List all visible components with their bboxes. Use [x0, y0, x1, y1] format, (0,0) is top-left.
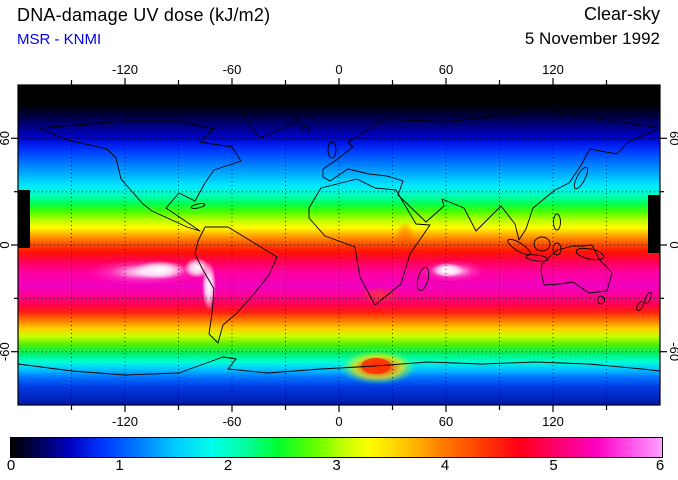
colorbar-tick-label: 0: [6, 457, 16, 474]
australia-outline: [540, 244, 613, 294]
south-africa-maximum: [358, 286, 402, 304]
colorbar-tick-label: 5: [549, 457, 558, 474]
x-tick-label-bottom: -120: [112, 414, 138, 429]
x-tick-label-bottom: 0: [335, 414, 342, 429]
colorbar-tick-label: 1: [115, 457, 124, 474]
north-america-outline: [38, 120, 242, 232]
y-tick-label-left: 0: [0, 241, 12, 248]
x-tick-label-top: 60: [439, 62, 453, 77]
colorbar-tick-label: 2: [223, 457, 233, 474]
madagascar-outline: [416, 266, 430, 292]
andes-peak: [202, 262, 216, 310]
axis-ticks: [11, 78, 667, 412]
x-tick-label-top: -60: [223, 62, 242, 77]
iceland-outline: [300, 126, 310, 132]
y-tick-label-right: 60: [667, 131, 678, 145]
colorbar-tick-label: 3: [332, 457, 341, 474]
graticule: [18, 85, 660, 405]
new-zealand-south-outline: [636, 301, 644, 311]
antarctica-coastline: [18, 356, 660, 376]
indian-ocean-peak-core: [432, 263, 462, 277]
new-zealand-north-outline: [644, 292, 652, 304]
y-tick-label-right: -60: [667, 342, 678, 361]
africa-outline: [308, 178, 431, 306]
x-tick-label-bottom: -60: [223, 414, 242, 429]
philippines-outline: [553, 213, 561, 231]
colorbar-tick-label: 4: [440, 457, 450, 474]
x-tick-label-top: 120: [542, 62, 564, 77]
cuba-outline: [190, 203, 206, 209]
eurasia-outline: [322, 107, 660, 241]
x-tick-label-bottom: 60: [439, 414, 453, 429]
colorbar-tick-label: 6: [655, 457, 665, 474]
sumatra-outline: [507, 238, 531, 256]
x-tick-label-bottom: 120: [542, 414, 564, 429]
y-tick-label-left: -60: [0, 342, 12, 361]
tasmania-outline: [597, 295, 605, 305]
source-label: MSR - KNMI: [17, 31, 102, 48]
british-isles-outline: [327, 141, 337, 159]
east-africa-highlands-maximum: [396, 221, 414, 251]
y-tick-label-right: 0: [667, 241, 678, 248]
greenland-outline: [240, 96, 301, 139]
figure-title: DNA-damage UV dose (kJ/m2): [17, 5, 271, 25]
x-tick-label-top: 0: [335, 62, 342, 77]
world-map-plot: -120 -60 0 60 120 -120 -60 0 60 120 60 0…: [0, 62, 678, 429]
coastlines: [18, 96, 660, 376]
borneo-outline: [533, 236, 551, 252]
x-tick-label-top: -120: [112, 62, 138, 77]
data-gap-left: [18, 190, 30, 248]
colorbar: [10, 437, 663, 458]
southeast-pacific-peak-core: [134, 261, 186, 279]
new-guinea-outline: [575, 247, 605, 261]
java-outline: [525, 254, 549, 262]
data-gap-right: [648, 195, 660, 253]
sky-condition-label: Clear-sky: [583, 4, 660, 24]
uv-dose-field: [18, 85, 660, 405]
y-tick-label-left: 60: [0, 131, 12, 145]
south-america-outline: [194, 226, 278, 344]
date-label: 5 November 1992: [524, 29, 660, 48]
japan-outline: [573, 166, 589, 190]
